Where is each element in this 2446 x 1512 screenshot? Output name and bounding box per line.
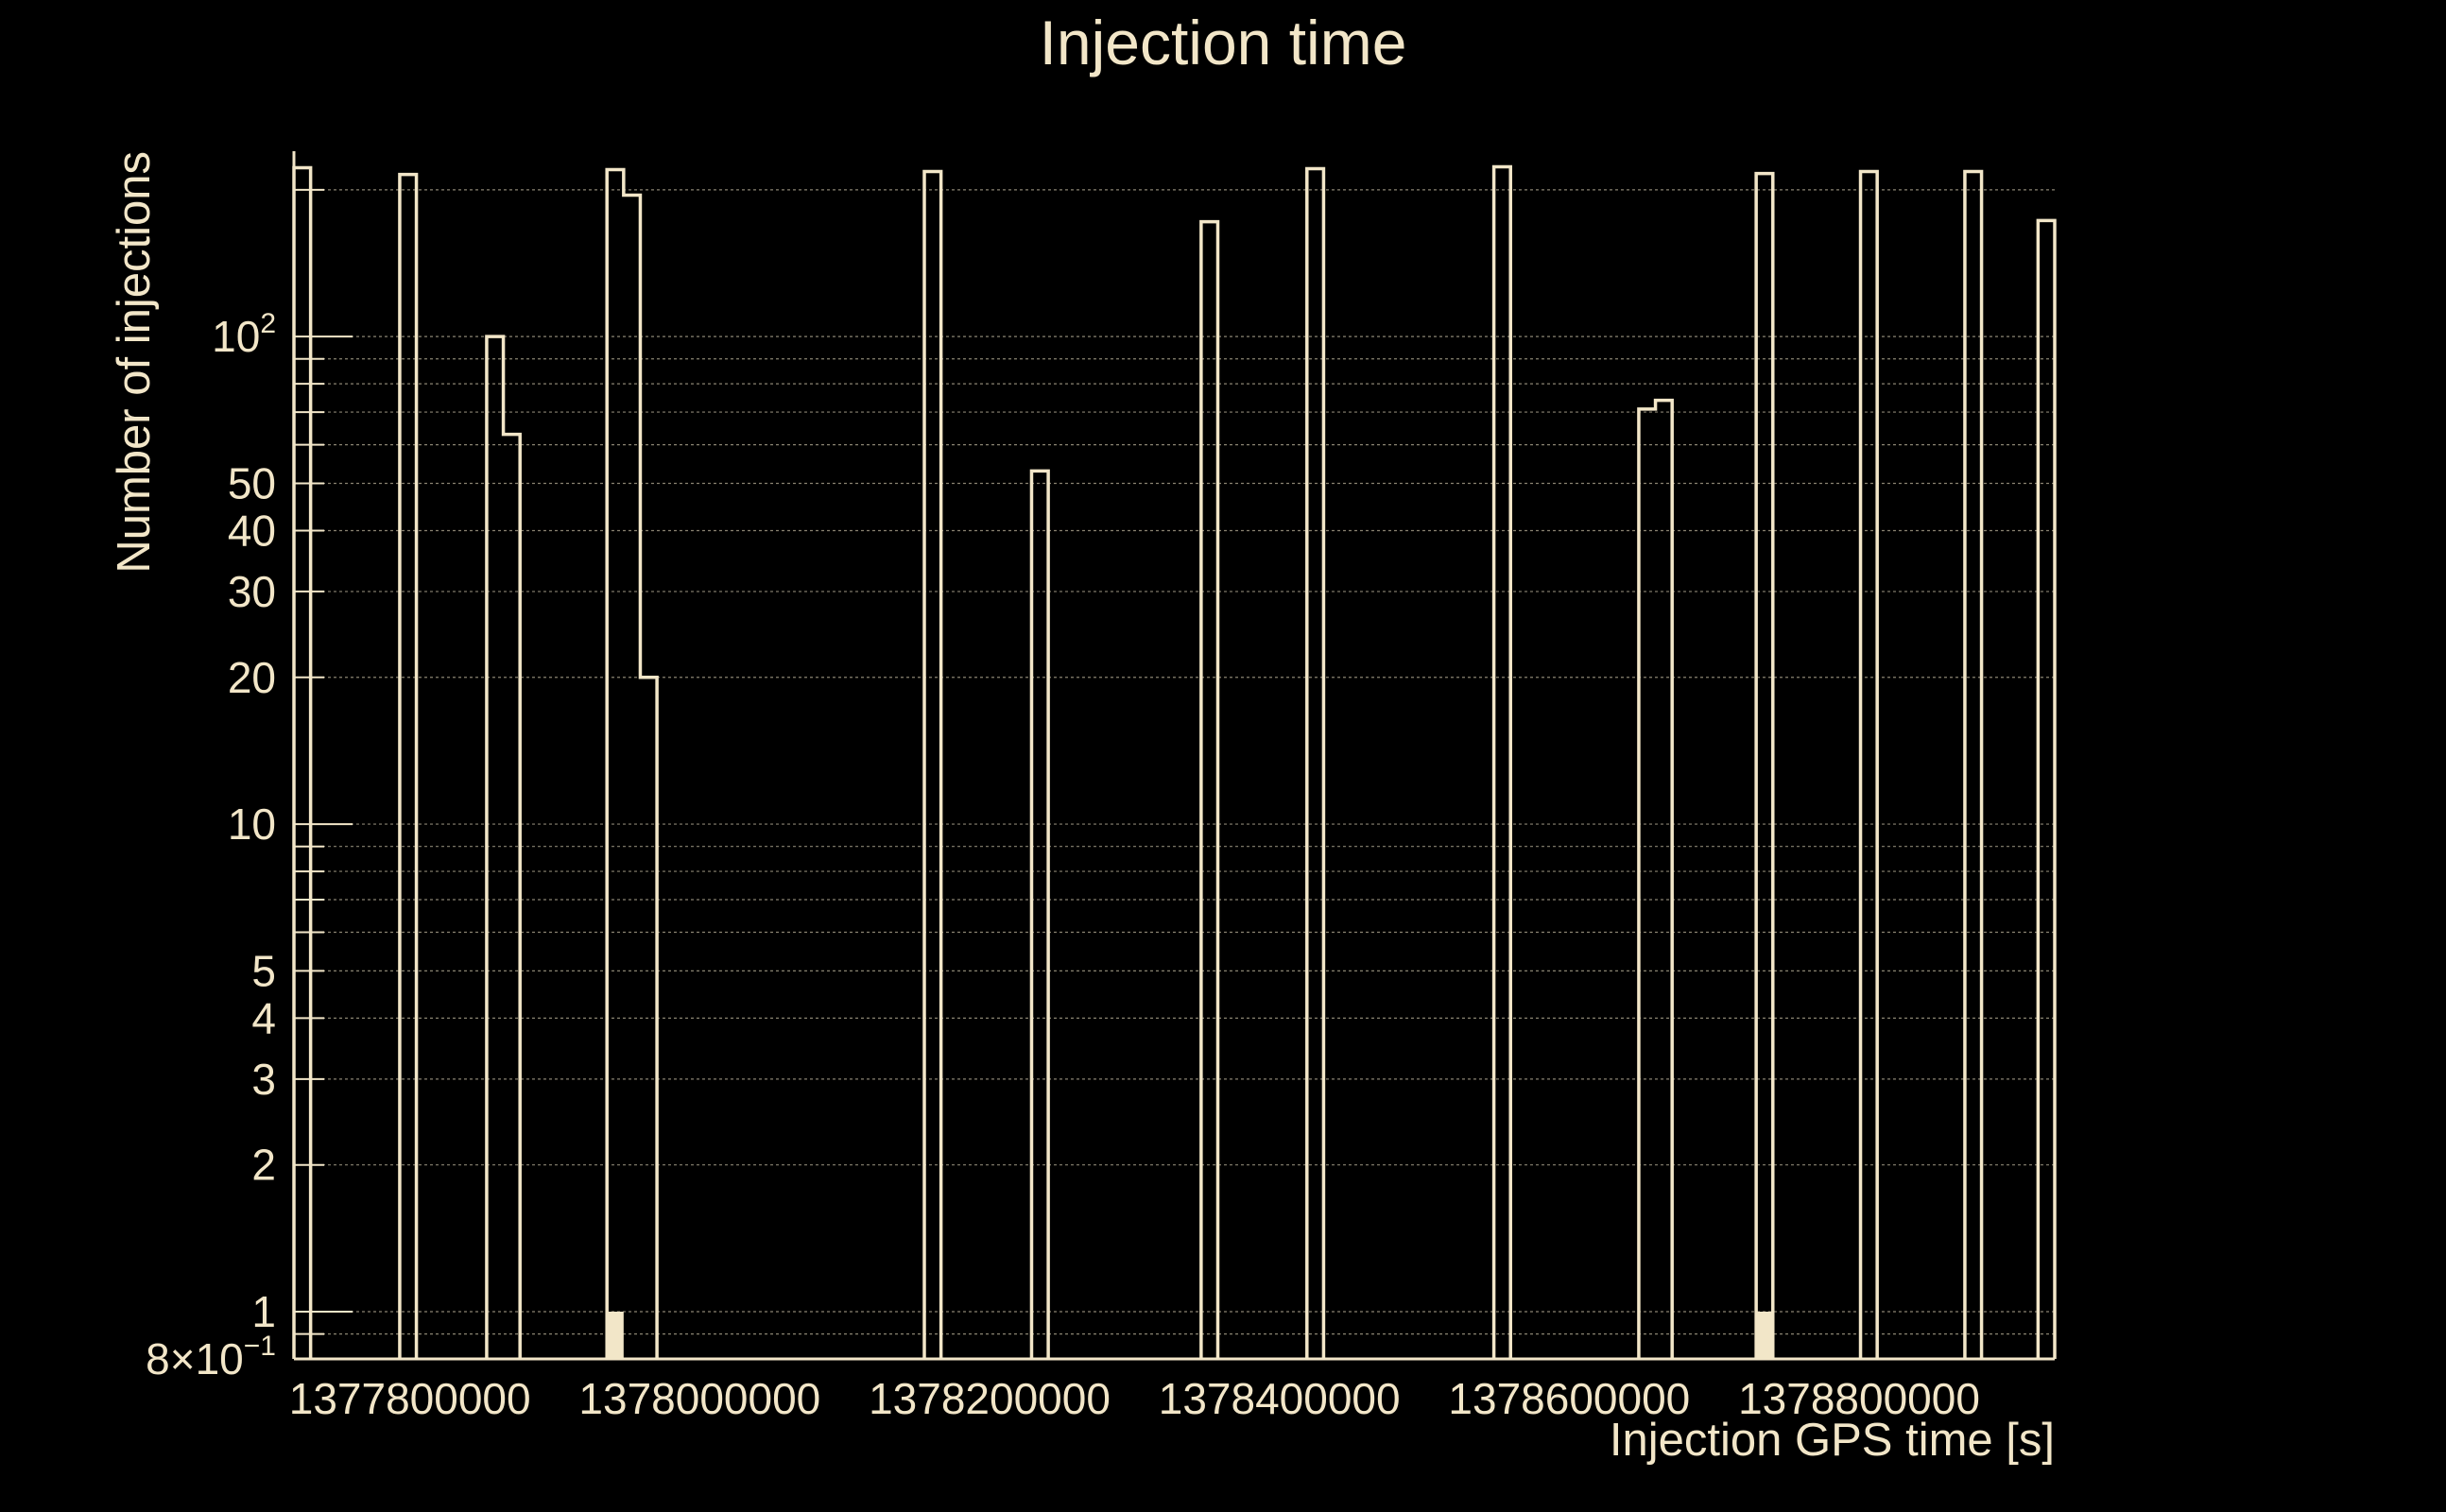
y-tick-label: 8×10−1	[146, 1331, 276, 1383]
x-tick-label: 1378200000	[869, 1374, 1111, 1423]
y-tick-label: 2	[251, 1141, 276, 1190]
x-tick-label: 1378400000	[1159, 1374, 1401, 1423]
x-tick-label: 1378000000	[578, 1374, 820, 1423]
y-tick-label: 3	[251, 1055, 276, 1104]
x-tick-label: 1377800000	[289, 1374, 531, 1423]
chart-title: Injection time	[1040, 8, 1407, 77]
histogram-bar	[1199, 219, 1220, 1359]
y-tick-label: 1	[251, 1287, 276, 1336]
y-tick-label: 10	[228, 799, 276, 849]
y-tick-label: 4	[251, 993, 276, 1042]
histogram-bar	[485, 335, 522, 1359]
histogram-bar	[1491, 164, 1512, 1359]
histogram-bar	[398, 172, 419, 1359]
histogram-bar-filled	[1756, 1312, 1773, 1359]
tick-labels: 1377800000 1378000000 1378200000 1378400000…	[146, 308, 1980, 1423]
histogram-bars	[292, 164, 2057, 1359]
grid-lines	[294, 189, 2055, 1360]
histogram-bar	[605, 167, 659, 1359]
y-tick-label: 5	[251, 946, 276, 995]
histogram-bar	[1858, 169, 1879, 1359]
x-axis-label: Injection GPS time [s]	[1610, 1415, 2055, 1466]
x-tick-label: 1378600000	[1448, 1374, 1690, 1423]
axes	[292, 151, 2055, 1361]
histogram-bar	[1754, 171, 1775, 1359]
histogram-bar	[1029, 469, 1050, 1359]
y-axis-label: Number of injections	[109, 151, 160, 574]
histogram-bar	[1637, 398, 1674, 1359]
histogram-bar-filled	[607, 1312, 624, 1359]
x-tick-label: 1378800000	[1738, 1374, 1980, 1423]
y-tick-label: 40	[228, 506, 276, 555]
y-tick-label: 30	[228, 567, 276, 616]
y-tick-label: 20	[228, 653, 276, 702]
histogram-bar	[922, 169, 943, 1359]
y-tick-label: 102	[212, 308, 276, 361]
histogram-bar	[1963, 169, 1984, 1359]
histogram-bar	[2036, 218, 2057, 1359]
histogram-bar	[1305, 166, 1326, 1359]
y-tick-label: 50	[228, 458, 276, 507]
